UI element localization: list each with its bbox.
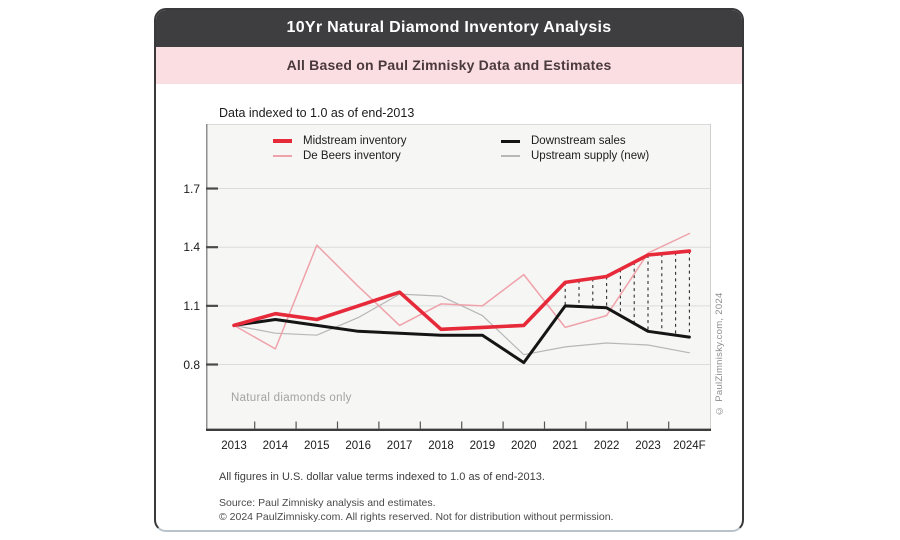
footer-copyright: © 2024 PaulZimnisky.com. All rights rese… (219, 511, 614, 523)
footer-source: Source: Paul Zimnisky analysis and estim… (219, 497, 436, 509)
legend-label: Downstream sales (531, 135, 626, 147)
legend-item-midstream-inventory: Midstream inventory (273, 134, 407, 148)
title-bar: 10Yr Natural Diamond Inventory Analysis (156, 10, 742, 47)
footer-note: All figures in U.S. dollar value terms i… (219, 471, 545, 483)
x-tick-label: 2021 (552, 440, 578, 452)
y-tick-label: 1.7 (183, 181, 200, 196)
page-title: 10Yr Natural Diamond Inventory Analysis (286, 19, 612, 36)
legend-label: Midstream inventory (303, 135, 407, 147)
x-tick-label: 2020 (511, 440, 537, 452)
side-credit: © PaulZimnisky.com, 2024 (714, 292, 725, 417)
x-tick-label: 2018 (428, 440, 454, 452)
x-tick-label: 2015 (304, 440, 330, 452)
legend-item-downstream-sales: Downstream sales (501, 134, 626, 148)
series-line-downstream-sales (232, 304, 691, 365)
x-tick-label: 2016 (345, 440, 371, 452)
legend-item-de-beers-inventory: De Beers inventory (273, 149, 401, 163)
legend-swatch (501, 139, 520, 143)
legend-swatch (273, 155, 292, 157)
series-line-de-beers-inventory (233, 232, 691, 350)
series-line-midstream-inventory (232, 249, 692, 332)
chart-card: 10Yr Natural Diamond Inventory Analysis … (154, 8, 744, 532)
legend-label: Upstream supply (new) (531, 150, 650, 162)
plot-area: Midstream inventory De Beers inventory Dow… (206, 124, 711, 431)
x-tick-label: 2017 (386, 440, 413, 452)
x-tick-label: 2023 (635, 440, 661, 452)
legend-swatch (273, 139, 292, 143)
x-tick-label: 2013 (221, 440, 247, 452)
x-tick-label: 2022 (593, 440, 620, 452)
x-tick-label: 2024F (673, 440, 706, 452)
x-tick-label: 2019 (469, 440, 496, 452)
y-tick-label: 1.4 (183, 240, 200, 255)
y-tick-label: 0.8 (183, 357, 200, 372)
legend-label: De Beers inventory (303, 150, 401, 162)
legend-item-upstream-supply-new-: Upstream supply (new) (501, 149, 649, 163)
x-tick-label: 2014 (262, 440, 289, 452)
subtitle: All Based on Paul Zimnisky Data and Esti… (286, 57, 612, 73)
series-line-upstream-supply-new- (233, 293, 690, 356)
y-tick-label: 1.1 (183, 298, 200, 313)
watermark-note: Natural diamonds only (231, 392, 352, 404)
plot-svg (206, 124, 711, 431)
legend-swatch (501, 155, 520, 157)
chart-note: Data indexed to 1.0 as of end-2013 (219, 106, 415, 120)
subtitle-bar: All Based on Paul Zimnisky Data and Esti… (156, 47, 742, 84)
